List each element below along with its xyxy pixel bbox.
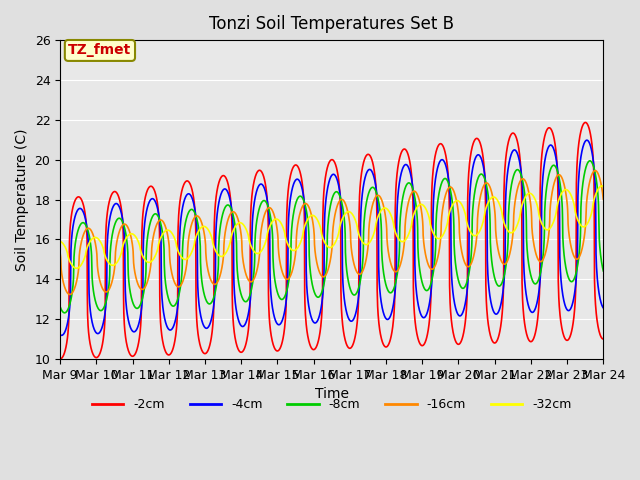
-4cm — [208, 314, 216, 320]
-32cm — [360, 240, 367, 246]
-8cm — [586, 158, 594, 164]
Line: -8cm: -8cm — [60, 161, 604, 313]
-2cm — [490, 339, 497, 345]
-16cm — [591, 168, 599, 173]
-8cm — [360, 247, 367, 253]
-4cm — [58, 333, 65, 338]
-4cm — [567, 306, 575, 312]
-16cm — [552, 176, 559, 182]
-32cm — [73, 265, 81, 271]
-8cm — [61, 310, 68, 316]
-4cm — [348, 318, 355, 324]
-16cm — [56, 250, 64, 256]
-2cm — [359, 162, 367, 168]
Line: -32cm: -32cm — [60, 186, 604, 268]
-4cm — [552, 153, 559, 158]
-8cm — [56, 304, 64, 310]
Legend: -2cm, -4cm, -8cm, -16cm, -32cm: -2cm, -4cm, -8cm, -16cm, -32cm — [87, 394, 577, 417]
-2cm — [582, 120, 589, 125]
Y-axis label: Soil Temperature (C): Soil Temperature (C) — [15, 128, 29, 271]
-4cm — [600, 305, 607, 311]
-16cm — [567, 241, 575, 247]
-32cm — [348, 210, 355, 216]
Line: -2cm: -2cm — [60, 122, 604, 359]
-32cm — [598, 183, 606, 189]
-2cm — [552, 143, 559, 148]
-16cm — [66, 292, 74, 298]
Line: -16cm: -16cm — [60, 170, 604, 295]
-2cm — [208, 333, 216, 339]
-32cm — [490, 194, 497, 200]
Title: Tonzi Soil Temperatures Set B: Tonzi Soil Temperatures Set B — [209, 15, 454, 33]
-2cm — [566, 333, 574, 339]
-16cm — [490, 199, 497, 205]
-16cm — [360, 267, 367, 273]
-2cm — [600, 336, 607, 342]
-8cm — [348, 289, 355, 295]
-4cm — [360, 183, 367, 189]
-32cm — [56, 239, 64, 244]
-16cm — [348, 247, 355, 253]
-2cm — [56, 356, 64, 362]
X-axis label: Time: Time — [315, 387, 349, 401]
-8cm — [490, 271, 497, 276]
Line: -4cm: -4cm — [60, 140, 604, 336]
-32cm — [208, 235, 216, 241]
-8cm — [600, 268, 607, 274]
-8cm — [567, 278, 575, 284]
-2cm — [348, 345, 355, 350]
-16cm — [600, 196, 607, 202]
-32cm — [567, 192, 575, 197]
-8cm — [208, 299, 216, 305]
-16cm — [208, 279, 216, 285]
-4cm — [490, 309, 497, 314]
-32cm — [600, 183, 607, 189]
-4cm — [56, 332, 64, 337]
-4cm — [583, 137, 591, 143]
-32cm — [552, 213, 559, 218]
-8cm — [552, 164, 559, 169]
Text: TZ_fmet: TZ_fmet — [68, 44, 132, 58]
